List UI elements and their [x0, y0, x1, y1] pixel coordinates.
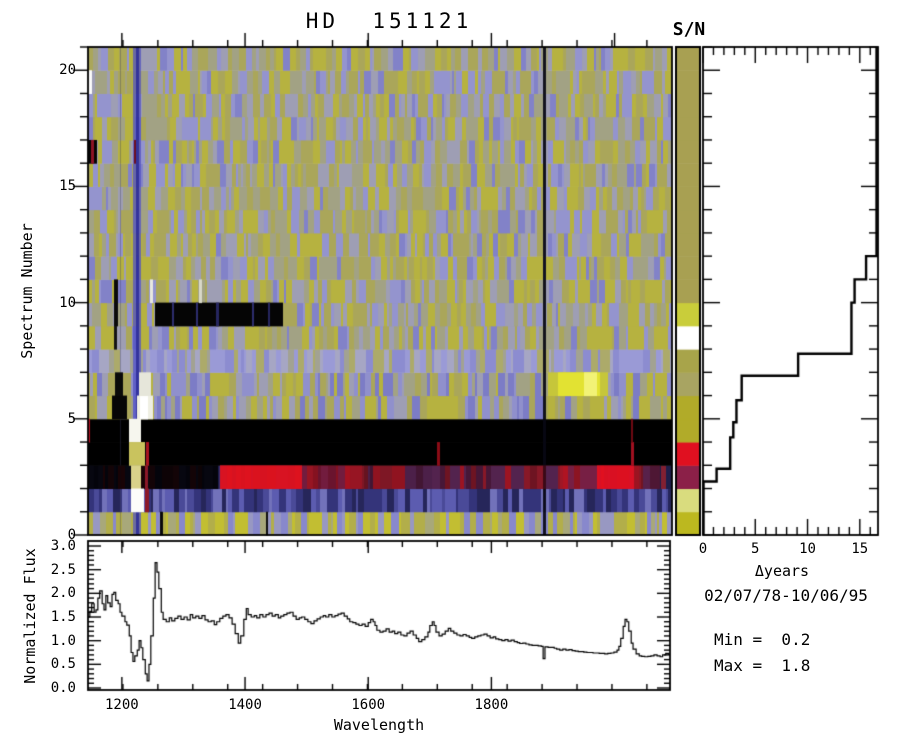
figure-title: HD 151121	[305, 9, 473, 33]
main-ytick-label: 5	[67, 410, 76, 427]
sn-colorbar-label: S/N	[672, 19, 706, 40]
main-ylabel: Spectrum Number	[18, 223, 36, 359]
main-ytick-label: 20	[59, 62, 76, 79]
date-range: 02/07/78-10/06/95	[704, 586, 868, 605]
delta-xtick-label: 0	[698, 541, 708, 557]
flux-ytick-label: 0.0	[50, 680, 76, 696]
flux-xtick-label: 1800	[474, 697, 509, 713]
delta-xtick-label: 5	[751, 541, 760, 557]
flux-ytick-label: 3.0	[50, 538, 76, 554]
flux-ytick-label: 1.5	[50, 609, 76, 625]
flux-ytick-label: 2.5	[50, 561, 76, 578]
main-ytick-label: 0	[67, 527, 76, 543]
flux-xlabel: Wavelength	[333, 716, 425, 734]
main-ytick-label: 15	[59, 178, 76, 195]
main-ytick-label: 10	[59, 294, 76, 311]
flux-xtick-label: 1200	[105, 697, 139, 713]
flux-ylabel: Normalized Flux	[21, 548, 39, 684]
delta-xtick-label: 15	[851, 541, 869, 557]
delta-xlabel: Δyears	[754, 562, 810, 580]
flux-ytick-label: 2.0	[50, 585, 76, 602]
flux-ytick-label: 1.0	[50, 632, 76, 649]
min-value: Min = 0.2	[714, 630, 811, 649]
max-value: Max = 1.8	[714, 656, 811, 675]
delta-xtick-label: 10	[799, 541, 816, 557]
flux-xtick-label: 1400	[228, 697, 262, 713]
flux-xtick-label: 1600	[351, 697, 386, 713]
flux-ytick-label: 0.5	[50, 656, 76, 673]
